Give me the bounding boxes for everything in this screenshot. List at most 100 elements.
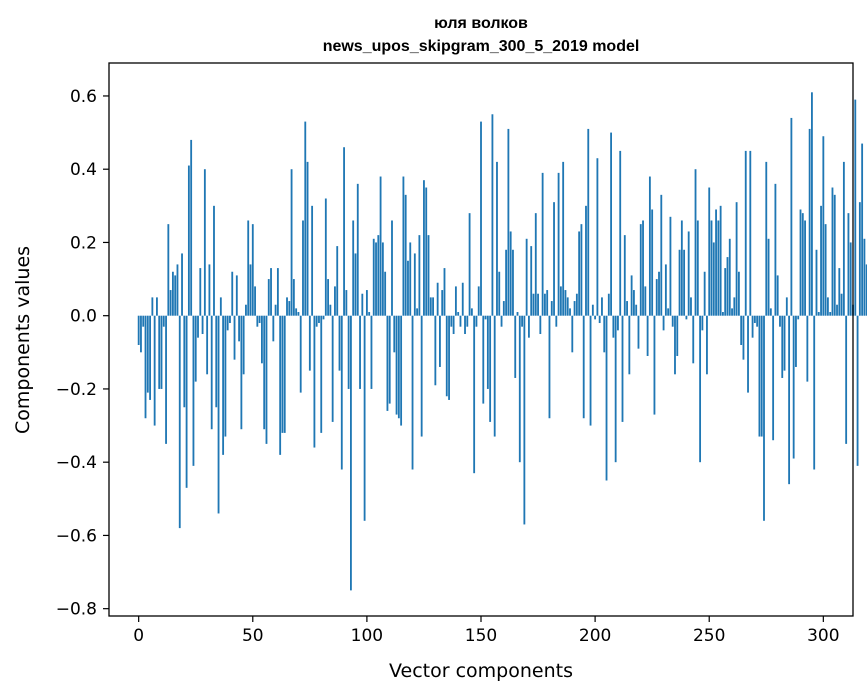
bar <box>530 246 533 316</box>
bar <box>484 315 487 320</box>
bar <box>617 315 619 331</box>
bar <box>801 213 804 316</box>
bar <box>772 315 775 441</box>
bar <box>619 150 622 316</box>
bar <box>454 286 457 316</box>
bar <box>468 213 471 316</box>
bar <box>865 264 867 316</box>
bar <box>543 293 546 316</box>
bar <box>537 293 539 316</box>
bar <box>416 308 419 316</box>
bar <box>365 290 368 316</box>
bar <box>384 271 387 316</box>
bar <box>286 297 288 316</box>
bar <box>726 257 729 316</box>
bar <box>450 315 453 327</box>
bar <box>354 253 357 316</box>
bar <box>265 315 268 444</box>
bar <box>683 249 686 316</box>
bar <box>313 315 316 448</box>
bar <box>235 275 238 316</box>
bar <box>368 312 371 316</box>
bar <box>788 315 791 485</box>
bar <box>534 213 537 316</box>
bar <box>276 268 279 316</box>
bar <box>651 209 654 316</box>
bar <box>690 297 692 316</box>
bar <box>500 315 503 327</box>
bar <box>320 315 323 433</box>
bar <box>607 293 610 316</box>
x-tick-label: 100 <box>351 626 383 646</box>
bar <box>863 238 866 316</box>
bar <box>626 301 628 316</box>
bar <box>219 297 222 316</box>
bar <box>251 224 254 316</box>
bar <box>215 315 218 408</box>
bar <box>509 231 512 316</box>
x-axis-label: Vector components <box>389 660 573 682</box>
bar <box>831 187 834 316</box>
bar <box>224 315 227 437</box>
bar <box>318 315 320 324</box>
bar <box>660 194 663 316</box>
bar <box>585 205 587 316</box>
bar <box>466 315 469 327</box>
bar <box>423 180 425 316</box>
bar <box>409 242 412 316</box>
bar <box>352 220 355 316</box>
bar <box>804 220 806 316</box>
bar <box>637 315 640 349</box>
bar <box>648 176 651 316</box>
bar <box>407 260 409 316</box>
bar <box>311 205 314 316</box>
bar <box>826 297 829 316</box>
bar <box>322 315 325 320</box>
bar <box>571 315 574 353</box>
bar <box>475 315 478 327</box>
bar <box>210 315 213 430</box>
bar <box>676 315 679 356</box>
bar <box>452 315 455 335</box>
bar <box>644 286 647 316</box>
bar <box>612 315 615 338</box>
bar <box>555 315 558 327</box>
bar <box>630 275 633 316</box>
bar <box>375 242 377 316</box>
bar <box>742 315 745 360</box>
bar <box>719 205 722 316</box>
bar <box>429 297 432 316</box>
bar <box>699 315 702 463</box>
bar <box>146 315 149 393</box>
bar <box>523 315 526 525</box>
bar <box>733 297 736 316</box>
bar <box>256 315 259 327</box>
bar <box>623 235 626 316</box>
bar <box>281 315 284 433</box>
x-tick-label: 150 <box>465 626 497 646</box>
bar <box>381 242 384 316</box>
bar <box>858 202 861 316</box>
bar <box>473 315 476 474</box>
bar <box>799 209 802 316</box>
bar <box>199 268 202 316</box>
bar <box>493 315 496 437</box>
bar <box>505 249 508 316</box>
bar <box>822 136 825 316</box>
bar <box>489 315 492 422</box>
bar <box>715 209 717 316</box>
bar <box>712 242 715 316</box>
bar <box>521 315 523 327</box>
y-tick-label: −0.6 <box>56 526 97 546</box>
bar <box>573 301 576 316</box>
bar <box>667 308 670 316</box>
y-tick-label: −0.4 <box>56 453 97 473</box>
bar <box>377 235 380 316</box>
bar <box>817 312 820 316</box>
bar <box>528 315 530 338</box>
bar <box>550 301 553 316</box>
bar <box>486 315 489 389</box>
bar <box>395 315 398 415</box>
bar <box>628 315 631 375</box>
bar <box>174 275 177 316</box>
